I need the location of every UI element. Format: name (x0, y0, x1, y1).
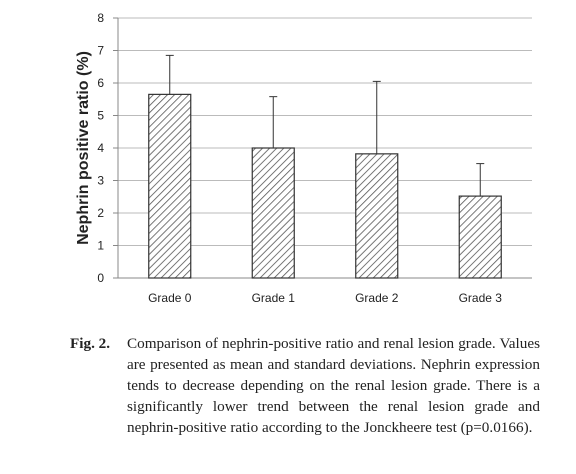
bar (458, 195, 502, 279)
caption-label: Fig. 2. (70, 335, 111, 352)
y-tick-label: 1 (97, 239, 104, 253)
error-bars (165, 54, 485, 197)
bar (355, 153, 399, 279)
bar (251, 147, 295, 279)
category-label: Grade 2 (355, 291, 399, 305)
y-tick-labels: 0 1 2 3 4 5 6 7 8 (97, 11, 104, 285)
bar (148, 93, 192, 279)
y-tick-label: 6 (97, 76, 104, 90)
category-labels: Grade 0 Grade 1 Grade 2 Grade 3 (148, 291, 502, 305)
y-tick-label: 7 (97, 44, 104, 58)
bars (148, 93, 502, 279)
y-tick-label: 3 (97, 174, 104, 188)
category-label: Grade 3 (459, 291, 503, 305)
caption-text: Comparison of nephrin-positive ratio and… (127, 335, 540, 436)
y-tick-label: 2 (97, 206, 104, 220)
category-label: Grade 1 (252, 291, 296, 305)
y-tick-label: 4 (97, 141, 104, 155)
chart-area: 0 1 2 3 4 5 6 7 8 Grade 0 Grade 1 Grade 2 Grade 3 N… (75, 11, 532, 305)
y-tick-label: 8 (97, 11, 104, 25)
y-tick-label: 5 (97, 109, 104, 123)
y-tick-label: 0 (97, 271, 104, 285)
category-label: Grade 0 (148, 291, 192, 305)
bar-chart: 0 1 2 3 4 5 6 7 8 Grade 0 Grade 1 Grade 2 Grade 3 N… (75, 11, 532, 305)
figure-caption: Fig. 2. Comparison of nephrin-positive r… (70, 333, 540, 438)
y-axis-title: Nephrin positive ratio (%) (75, 51, 92, 245)
